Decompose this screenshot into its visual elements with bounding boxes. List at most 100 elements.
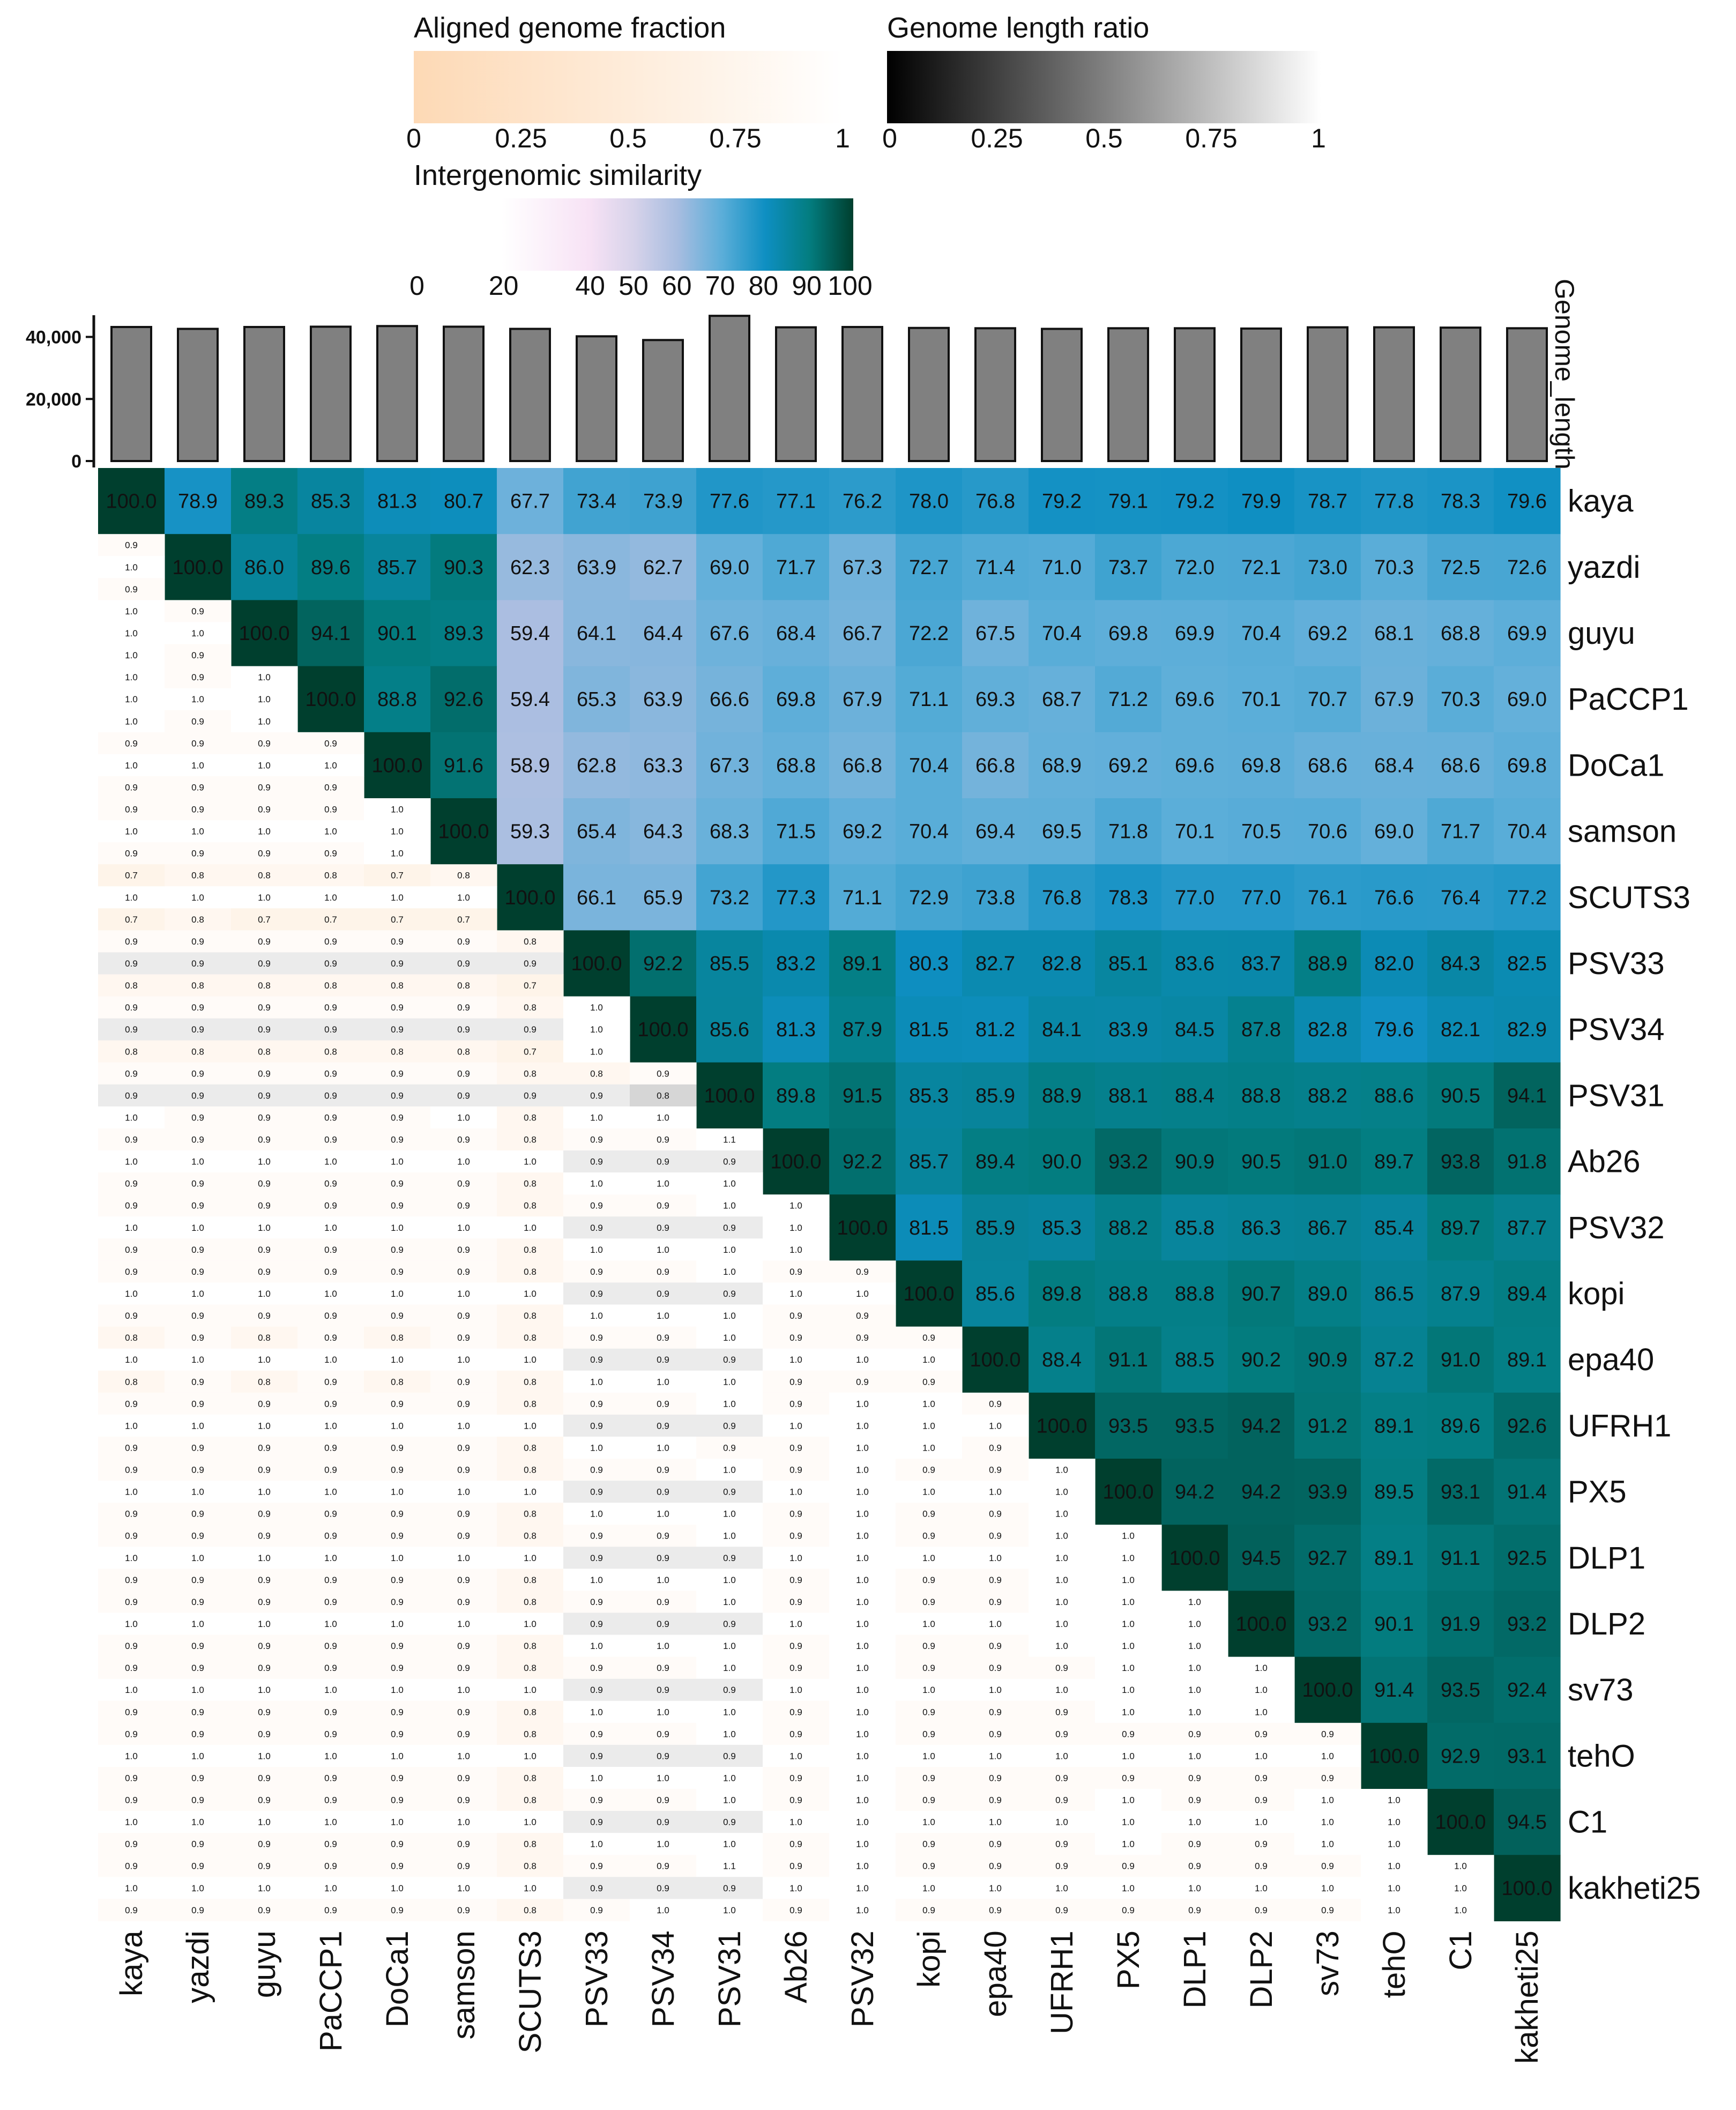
aligned-fraction-value: 1.0 <box>856 1641 869 1651</box>
legend-similarity-tick: 50 <box>619 271 649 301</box>
length-ratio-value: 1.0 <box>258 893 271 903</box>
length-ratio-value: 1.0 <box>1321 1883 1334 1893</box>
aligned-fraction-value: 0.9 <box>457 1179 470 1189</box>
aligned-fraction-value: 1.0 <box>856 1861 869 1871</box>
aligned-fraction-cell <box>231 864 298 887</box>
length-ratio-value: 0.9 <box>723 1421 736 1431</box>
aligned-fraction-value: 1.0 <box>856 1399 869 1409</box>
aligned-fraction-value: 0.9 <box>191 1597 204 1607</box>
aligned-fraction-value: 0.9 <box>1055 1729 1068 1739</box>
length-ratio-value: 1.0 <box>922 1355 935 1365</box>
aligned-fraction-value: 0.9 <box>191 849 204 859</box>
aligned-fraction-cell <box>165 1459 232 1481</box>
aligned-fraction-cell <box>165 732 232 755</box>
length-ratio-value: 1.0 <box>922 1685 935 1695</box>
similarity-cell <box>563 534 630 600</box>
aligned-fraction-value: 1.0 <box>1255 1707 1268 1717</box>
length-ratio-cell <box>98 1150 165 1173</box>
aligned-fraction-cell <box>430 864 497 887</box>
aligned-fraction-cell <box>364 930 431 953</box>
length-ratio-cell <box>430 886 497 909</box>
aligned-fraction-value: 0.9 <box>457 1531 470 1541</box>
aligned-fraction-value: 0.9 <box>1188 1729 1201 1739</box>
aligned-fraction-cell <box>962 1459 1029 1481</box>
similarity-value: 70.3 <box>1374 556 1414 579</box>
aligned-fraction-value: 1.0 <box>1122 1575 1135 1585</box>
similarity-value: 66.1 <box>577 887 616 909</box>
aligned-fraction-cell <box>364 798 431 821</box>
length-ratio-cell <box>231 1547 298 1569</box>
similarity-value: 91.9 <box>1441 1613 1480 1636</box>
aligned-fraction-cell <box>1095 1833 1162 1855</box>
similarity-value: 85.3 <box>1042 1217 1082 1239</box>
similarity-cell <box>231 468 298 534</box>
aligned-fraction-cell <box>763 1656 830 1680</box>
bar-y-tick-label: 0 <box>71 451 81 472</box>
length-ratio-value: 1.0 <box>258 1157 271 1167</box>
aligned-fraction-value: 1.0 <box>1188 1707 1201 1717</box>
length-ratio-value: 1.0 <box>922 1421 935 1431</box>
length-ratio-cell <box>563 1877 630 1899</box>
similarity-value: 89.0 <box>1308 1283 1347 1305</box>
row-label: epa40 <box>1568 1342 1654 1377</box>
aligned-fraction-value: 0.9 <box>125 1311 138 1321</box>
aligned-fraction-cell <box>364 1106 431 1129</box>
similarity-cell <box>1095 1062 1162 1129</box>
length-ratio-cell <box>165 1877 232 1899</box>
similarity-value: 88.8 <box>1108 1283 1148 1305</box>
aligned-fraction-value: 1.0 <box>723 1531 736 1541</box>
aligned-fraction-cell <box>497 1459 564 1481</box>
similarity-value: 88.1 <box>1108 1084 1148 1107</box>
similarity-value: 88.8 <box>1175 1283 1215 1305</box>
aligned-fraction-value: 0.9 <box>324 1707 337 1717</box>
aligned-fraction-cell <box>696 1128 763 1151</box>
aligned-fraction-cell <box>165 1700 232 1723</box>
length-ratio-value: 1.0 <box>1055 1685 1068 1695</box>
aligned-fraction-value: 1.0 <box>1055 1465 1068 1475</box>
aligned-fraction-value: 0.9 <box>989 1905 1002 1915</box>
aligned-fraction-cell <box>962 1656 1029 1680</box>
aligned-fraction-value: 0.9 <box>989 1663 1002 1673</box>
length-ratio-cell <box>630 1216 697 1239</box>
length-ratio-value: 0.9 <box>590 1223 603 1233</box>
aligned-fraction-cell <box>165 908 232 931</box>
length-ratio-cell <box>829 1282 896 1305</box>
similarity-value: 88.2 <box>1308 1084 1347 1107</box>
aligned-fraction-cell <box>962 1634 1029 1658</box>
aligned-fraction-value: 0.9 <box>1055 1773 1068 1783</box>
genome-length-bar <box>841 325 883 463</box>
aligned-fraction-cell <box>98 1459 165 1481</box>
aligned-fraction-value: 0.9 <box>125 1531 138 1541</box>
length-ratio-cell <box>630 1678 697 1702</box>
length-ratio-value: 1.0 <box>524 1553 537 1563</box>
aligned-fraction-value: 1.0 <box>391 849 404 859</box>
similarity-value: 83.6 <box>1175 953 1215 975</box>
similarity-cell <box>1361 1260 1428 1327</box>
aligned-fraction-cell <box>1095 1700 1162 1723</box>
aligned-fraction-value: 1.0 <box>856 1707 869 1717</box>
length-ratio-cell <box>1095 1547 1162 1569</box>
aligned-fraction-cell <box>497 1238 564 1261</box>
length-ratio-cell <box>165 1678 232 1702</box>
aligned-fraction-value: 0.9 <box>125 1795 138 1806</box>
length-ratio-cell <box>1161 1678 1228 1702</box>
length-ratio-cell <box>497 1547 564 1569</box>
aligned-fraction-cell <box>364 1700 431 1723</box>
aligned-fraction-value: 0.8 <box>524 1861 537 1871</box>
similarity-value: 73.7 <box>1108 556 1148 579</box>
similarity-cell <box>1029 732 1096 799</box>
length-ratio-value: 0.9 <box>723 1751 736 1761</box>
aligned-fraction-cell <box>430 1062 497 1085</box>
aligned-fraction-cell <box>896 1656 963 1680</box>
similarity-value: 67.9 <box>843 688 882 711</box>
length-ratio-cell <box>497 1481 564 1503</box>
column-label: epa40 <box>978 1930 1013 2017</box>
similarity-cell <box>563 864 630 931</box>
similarity-cell <box>1494 732 1561 799</box>
genome-length-bar <box>376 325 418 462</box>
aligned-fraction-cell <box>763 1569 830 1591</box>
similarity-cell <box>1361 864 1428 931</box>
similarity-cell <box>696 600 763 667</box>
aligned-fraction-value: 0.9 <box>391 1509 404 1519</box>
aligned-fraction-value: 0.9 <box>324 1201 337 1211</box>
